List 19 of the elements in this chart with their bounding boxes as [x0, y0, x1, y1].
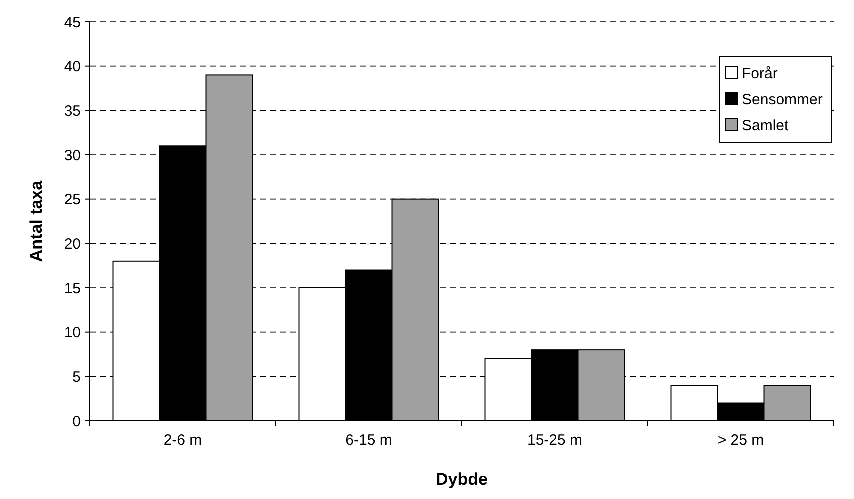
x-tick-label: 15-25 m [527, 432, 583, 449]
legend-label: Sensommer [742, 91, 823, 108]
y-axis-title: Antal taxa [27, 180, 46, 262]
x-tick-label: 2-6 m [164, 432, 202, 449]
legend-label: Samlet [742, 117, 790, 134]
y-tick-label: 10 [64, 324, 81, 342]
y-tick-label: 45 [64, 14, 81, 32]
y-tick-label: 15 [64, 280, 81, 298]
y-tick-label: 0 [72, 413, 81, 430]
y-tick-label: 35 [64, 102, 81, 120]
y-tick-label: 30 [64, 147, 81, 164]
x-tick-label: > 25 m [718, 432, 764, 449]
x-axis-title: Dybde [436, 470, 488, 489]
x-tick-label: 6-15 m [346, 432, 392, 449]
y-tick-label: 20 [64, 236, 81, 253]
y-tick-label: 40 [64, 58, 81, 76]
y-tick-label: 5 [72, 368, 81, 386]
y-tick-label: 25 [64, 192, 81, 209]
legend-label: Forår [742, 65, 778, 82]
